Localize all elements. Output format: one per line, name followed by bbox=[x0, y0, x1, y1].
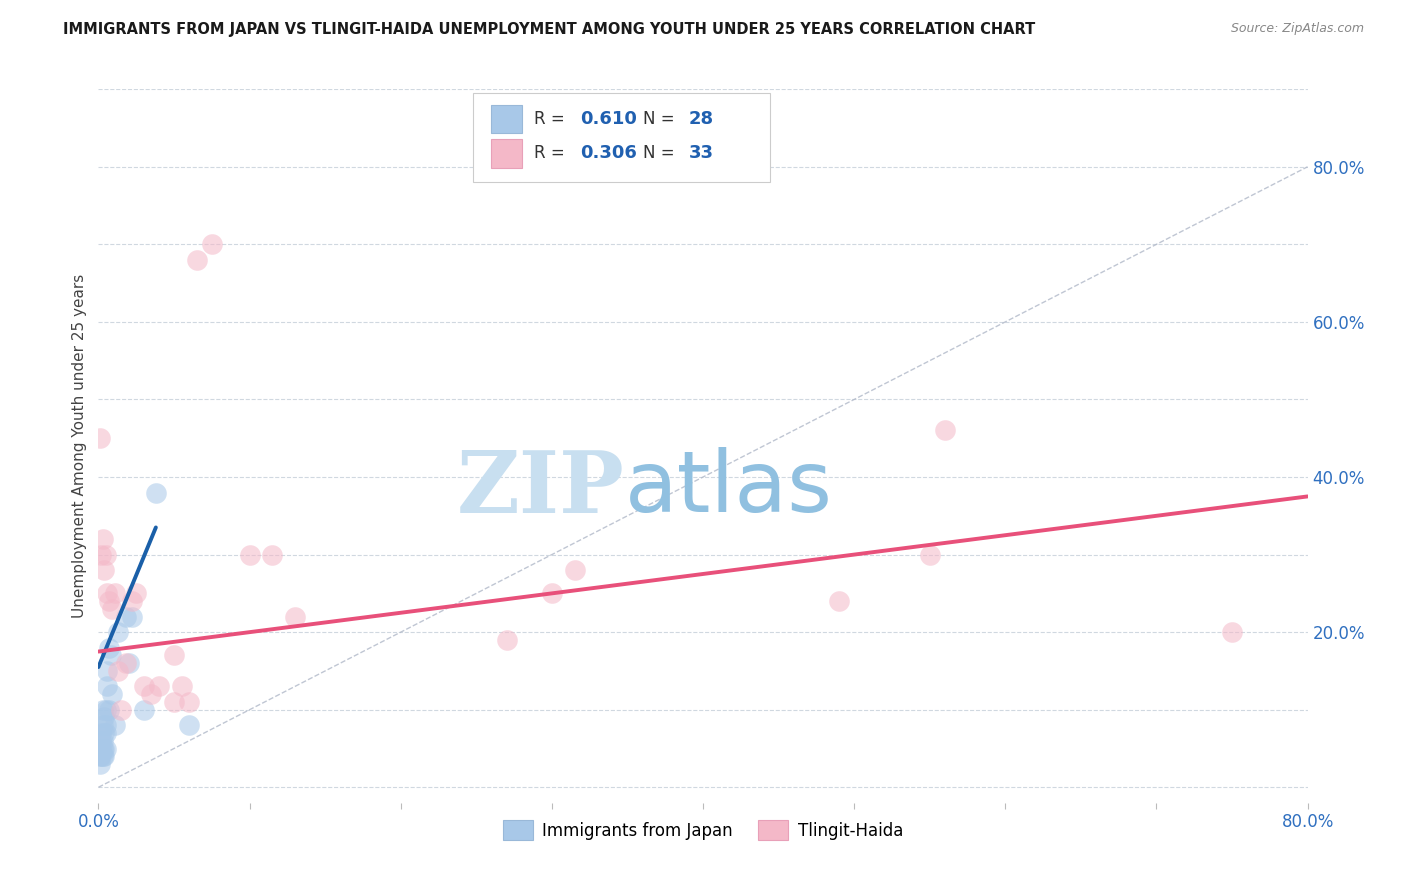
Point bbox=[91, 749, 114, 764]
Point bbox=[89, 757, 111, 772]
Point bbox=[94, 726, 117, 740]
Point bbox=[495, 632, 517, 647]
Point bbox=[89, 741, 111, 756]
Point bbox=[132, 703, 155, 717]
Point bbox=[201, 237, 224, 252]
Text: N =: N = bbox=[643, 111, 679, 128]
Point bbox=[94, 703, 117, 717]
Point bbox=[96, 680, 118, 694]
Text: R =: R = bbox=[534, 111, 569, 128]
FancyBboxPatch shape bbox=[474, 93, 769, 182]
Point bbox=[121, 594, 143, 608]
Point bbox=[91, 741, 114, 756]
Point bbox=[564, 563, 586, 577]
Point bbox=[141, 687, 163, 701]
Point bbox=[93, 710, 115, 724]
Y-axis label: Unemployment Among Youth under 25 years: Unemployment Among Youth under 25 years bbox=[72, 274, 87, 618]
Legend: Immigrants from Japan, Tlingit-Haida: Immigrants from Japan, Tlingit-Haida bbox=[494, 812, 912, 848]
Text: 28: 28 bbox=[689, 111, 714, 128]
Text: 0.306: 0.306 bbox=[579, 145, 637, 162]
Point bbox=[239, 548, 262, 562]
Point bbox=[918, 548, 941, 562]
Point bbox=[91, 532, 114, 546]
Point bbox=[98, 703, 121, 717]
Point bbox=[110, 703, 132, 717]
Point bbox=[89, 749, 111, 764]
Point bbox=[93, 741, 115, 756]
FancyBboxPatch shape bbox=[492, 139, 522, 168]
Point bbox=[90, 733, 112, 747]
Point bbox=[179, 718, 201, 732]
Point bbox=[96, 586, 118, 600]
Point bbox=[93, 749, 115, 764]
Text: atlas: atlas bbox=[624, 447, 832, 531]
Text: IMMIGRANTS FROM JAPAN VS TLINGIT-HAIDA UNEMPLOYMENT AMONG YOUTH UNDER 25 YEARS C: IMMIGRANTS FROM JAPAN VS TLINGIT-HAIDA U… bbox=[63, 22, 1036, 37]
Point bbox=[114, 609, 136, 624]
Point bbox=[170, 680, 193, 694]
Point bbox=[828, 594, 851, 608]
Point bbox=[91, 718, 114, 732]
Point bbox=[90, 749, 112, 764]
Point bbox=[94, 741, 117, 756]
Point bbox=[94, 548, 117, 562]
Point bbox=[101, 602, 124, 616]
Point bbox=[118, 656, 141, 670]
Point bbox=[284, 609, 307, 624]
Point bbox=[114, 656, 136, 670]
Text: Source: ZipAtlas.com: Source: ZipAtlas.com bbox=[1230, 22, 1364, 36]
Point bbox=[89, 431, 111, 445]
Text: 0.610: 0.610 bbox=[579, 111, 637, 128]
Point bbox=[121, 609, 143, 624]
Point bbox=[94, 718, 117, 732]
Point bbox=[186, 252, 208, 267]
Point bbox=[98, 594, 121, 608]
Point bbox=[100, 648, 122, 663]
FancyBboxPatch shape bbox=[492, 105, 522, 134]
Point bbox=[91, 733, 114, 747]
Point bbox=[104, 718, 127, 732]
Point bbox=[96, 664, 118, 678]
Point bbox=[107, 625, 129, 640]
Point bbox=[104, 586, 127, 600]
Text: 33: 33 bbox=[689, 145, 713, 162]
Point bbox=[90, 741, 112, 756]
Point bbox=[98, 640, 121, 655]
Text: N =: N = bbox=[643, 145, 679, 162]
Point bbox=[540, 586, 562, 600]
Point bbox=[107, 664, 129, 678]
Point bbox=[145, 485, 167, 500]
Point bbox=[91, 703, 114, 717]
Point bbox=[262, 548, 284, 562]
Point bbox=[101, 687, 124, 701]
Point bbox=[163, 695, 186, 709]
Text: R =: R = bbox=[534, 145, 569, 162]
Point bbox=[179, 695, 201, 709]
Point bbox=[163, 648, 186, 663]
Point bbox=[90, 548, 112, 562]
Point bbox=[125, 586, 148, 600]
Text: ZIP: ZIP bbox=[457, 447, 624, 531]
Point bbox=[93, 563, 115, 577]
Point bbox=[148, 680, 170, 694]
Point bbox=[1220, 625, 1243, 640]
Point bbox=[93, 726, 115, 740]
Point bbox=[934, 424, 956, 438]
Point bbox=[132, 680, 155, 694]
Point bbox=[90, 726, 112, 740]
